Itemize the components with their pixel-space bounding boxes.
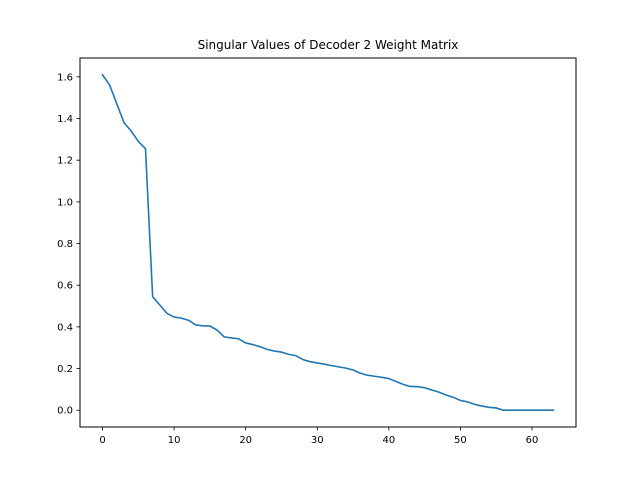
ticks-layer: 0 10 20 30 40 50 60 0.0 0.2 0.4 0.6 0.8 1.0 1.2 1.4 1.6 [57,72,538,446]
chart-title: Singular Values of Decoder 2 Weight Matr… [198,38,459,52]
y-tick-label: 0.0 [57,406,73,417]
plot-frame [79,57,577,428]
series-layer [101,73,555,412]
x-tick-label: 50 [454,435,467,446]
y-tick-label: 0.6 [57,281,73,292]
y-tick-label: 0.4 [57,322,73,333]
y-tick-label: 0.8 [57,239,73,250]
x-tick-label: 60 [526,435,539,446]
x-tick-label: 20 [239,435,252,446]
y-tick-label: 1.0 [57,197,73,208]
y-tick-label: 1.2 [57,156,73,167]
y-tick-label: 0.2 [57,364,73,375]
x-tick-label: 10 [168,435,181,446]
x-tick-label: 0 [99,435,105,446]
y-tick-label: 1.6 [57,72,73,83]
x-tick-label: 30 [311,435,324,446]
series-line [101,73,555,412]
plot-area [80,58,576,427]
x-tick-label: 40 [382,435,395,446]
y-tick-label: 1.4 [57,114,73,125]
